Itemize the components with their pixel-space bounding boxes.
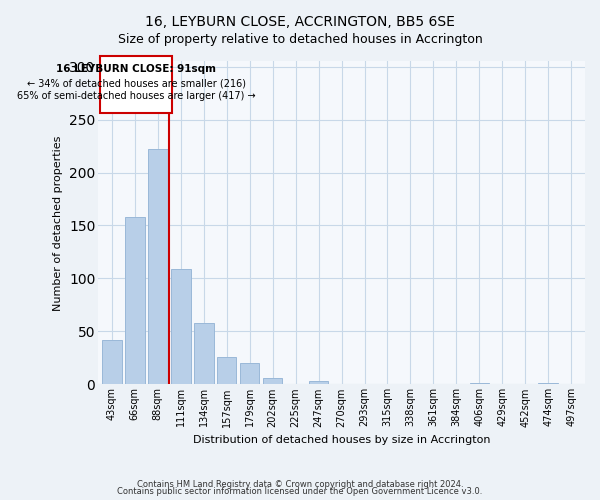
X-axis label: Distribution of detached houses by size in Accrington: Distribution of detached houses by size … <box>193 435 490 445</box>
Text: Contains public sector information licensed under the Open Government Licence v3: Contains public sector information licen… <box>118 488 482 496</box>
Text: Contains HM Land Registry data © Crown copyright and database right 2024.: Contains HM Land Registry data © Crown c… <box>137 480 463 489</box>
Y-axis label: Number of detached properties: Number of detached properties <box>53 135 64 310</box>
Bar <box>102 340 122 384</box>
Text: Size of property relative to detached houses in Accrington: Size of property relative to detached ho… <box>118 32 482 46</box>
Bar <box>240 363 259 384</box>
Bar <box>309 381 328 384</box>
Text: ← 34% of detached houses are smaller (216): ← 34% of detached houses are smaller (21… <box>26 78 245 88</box>
Bar <box>125 217 145 384</box>
Bar <box>194 323 214 384</box>
Bar <box>217 357 236 384</box>
Bar <box>171 269 191 384</box>
Bar <box>148 149 167 384</box>
Text: 16 LEYBURN CLOSE: 91sqm: 16 LEYBURN CLOSE: 91sqm <box>56 64 216 74</box>
Bar <box>263 378 283 384</box>
FancyBboxPatch shape <box>100 56 172 113</box>
Text: 65% of semi-detached houses are larger (417) →: 65% of semi-detached houses are larger (… <box>17 91 256 101</box>
Text: 16, LEYBURN CLOSE, ACCRINGTON, BB5 6SE: 16, LEYBURN CLOSE, ACCRINGTON, BB5 6SE <box>145 15 455 29</box>
